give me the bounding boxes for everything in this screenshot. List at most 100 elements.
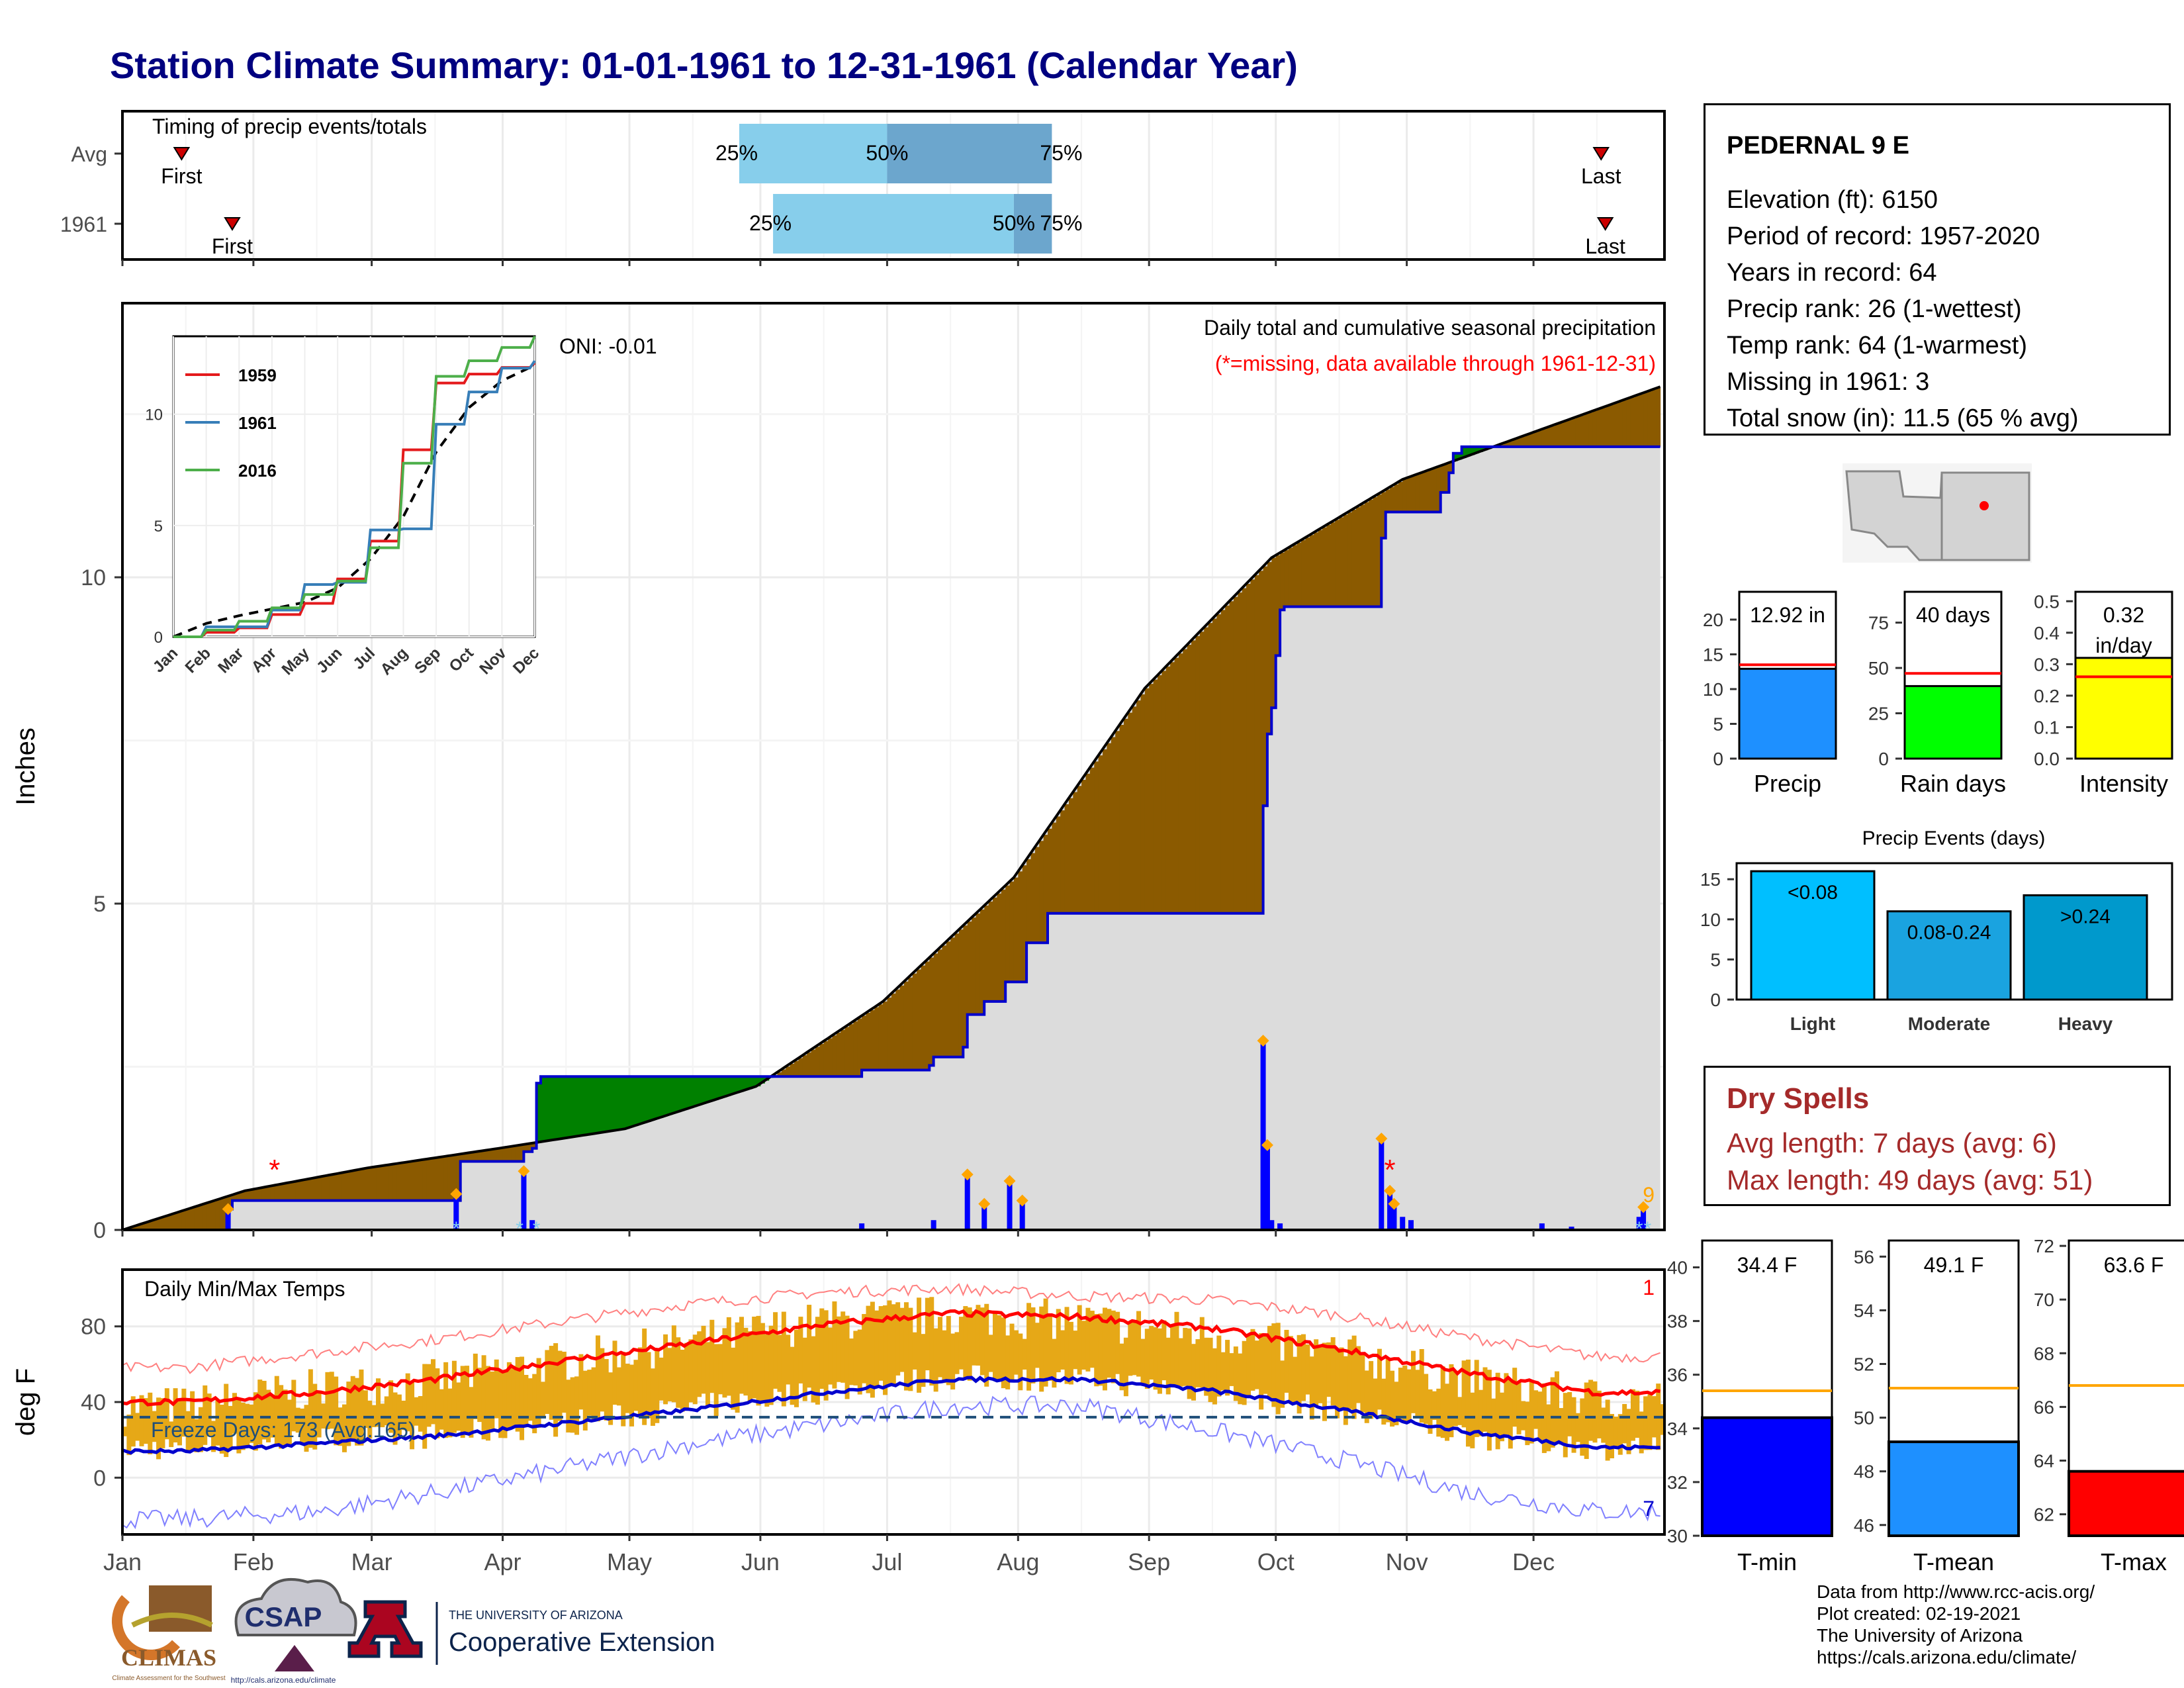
daily-temp-bar [1102, 1307, 1107, 1391]
daily-temp-bar [1626, 1409, 1631, 1454]
precip-deficit-area [790, 1063, 795, 1077]
daily-temp-bar [561, 1351, 567, 1413]
precip-deficit-area [1309, 535, 1314, 607]
precip-surplus-area [557, 1076, 563, 1139]
credits-block: Data from http://www.rcc-acis.org/ Plot … [1817, 1581, 2095, 1668]
daily-temp-bar [1322, 1342, 1327, 1421]
intensity-summary-value: 0.32 [2103, 603, 2144, 627]
precip-deficit-area [1220, 610, 1226, 914]
logos: CLIMAS Climate Assessment for the Southwe… [112, 1577, 715, 1685]
precip-y-axis-label: Inches [11, 727, 40, 806]
climas-sun-icon [112, 1595, 180, 1660]
precip-surplus-area [731, 1076, 736, 1095]
daily-temp-bar [917, 1297, 922, 1393]
precip-deficit-area [819, 1044, 825, 1077]
daily-temp-bar [1288, 1336, 1293, 1403]
daily-precip-marker [1257, 1035, 1269, 1047]
precip-surplus-area [574, 1076, 579, 1137]
daily-temp-bar [1022, 1338, 1027, 1370]
daily-temp-bar [1559, 1408, 1564, 1445]
precip-deficit-area [874, 1007, 880, 1070]
precip-deficit-area [1335, 520, 1340, 607]
daily-temp-bar [1635, 1390, 1640, 1438]
station-elevation: Elevation (ft): 6150 [1727, 186, 1938, 214]
daily-temp-bar [993, 1311, 997, 1380]
daily-temp-bar [148, 1392, 153, 1454]
daily-temp-bar [396, 1394, 402, 1436]
daily-precip-bar [1277, 1223, 1283, 1230]
daily-temp-bar [1639, 1411, 1644, 1454]
daily-temp-bar [903, 1302, 909, 1391]
daily-temp-bar [1580, 1398, 1585, 1456]
timing-first-label: First [161, 164, 202, 188]
missing-marker: * [1385, 1154, 1396, 1186]
precip-deficit-area [477, 1151, 482, 1162]
precip-deficit-area [329, 1175, 334, 1201]
daily-temp-bar [557, 1350, 563, 1421]
precip-deficit-area [1626, 399, 1631, 447]
precip-deficit-area [338, 1173, 343, 1201]
daily-temp-bar [912, 1332, 917, 1370]
daily-temp-bar [1546, 1404, 1551, 1452]
temp-summary-bars: 30 32 34 36 38 40 34.4 F T-min 46 48 50 52 54 56 49.1 … [1667, 1236, 2184, 1575]
precip-deficit-area [1537, 430, 1543, 447]
precip-deficit-area [414, 1160, 419, 1201]
precip-deficit-area [1267, 562, 1272, 734]
precip-deficit-area [912, 973, 917, 1070]
daily-temp-bar [1335, 1349, 1340, 1419]
precip-events-range: <0.08 [1788, 882, 1838, 904]
precip-deficit-area [1263, 566, 1268, 806]
precip-deficit-area [473, 1152, 478, 1162]
daily-temp-bar [756, 1315, 761, 1406]
credit-line: Data from http://www.rcc-acis.org/ [1817, 1581, 2095, 1602]
precip-deficit-area [156, 1219, 161, 1230]
climas-emblem-icon [149, 1585, 212, 1632]
daily-temp-bar [477, 1368, 482, 1423]
daily-temp-bar [1381, 1378, 1387, 1425]
precip-deficit-area [498, 1148, 504, 1162]
precip-deficit-area [988, 901, 993, 1002]
daily-temp-bar [578, 1354, 584, 1410]
daily-temp-bar [938, 1317, 943, 1378]
daily-temp-bar [958, 1317, 964, 1370]
precip-deficit-area [1550, 426, 1555, 447]
rain-days-summary-tick-label: 25 [1868, 704, 1889, 724]
daily-temp-bar [1630, 1389, 1635, 1441]
daily-temp-bar [625, 1364, 630, 1413]
precip-deficit-area [261, 1188, 267, 1201]
daily-precip-marker [1388, 1197, 1400, 1210]
precip-deficit-area [300, 1180, 304, 1201]
precip-deficit-area [376, 1166, 381, 1201]
precip-deficit-area [181, 1211, 187, 1230]
precip-deficit-area [388, 1164, 394, 1201]
daily-temp-bar [456, 1382, 461, 1431]
daily-temp-bar [376, 1378, 381, 1427]
precip-events-bar [2023, 894, 2148, 1001]
daily-temp-bar [1233, 1346, 1238, 1401]
precip-deficit-area [130, 1227, 136, 1230]
daily-temp-bar [1516, 1381, 1522, 1434]
daily-temp-bar [359, 1369, 364, 1446]
precip-deficit-area [1364, 502, 1369, 607]
precip-deficit-area [853, 1021, 858, 1077]
daily-temp-bar [261, 1380, 267, 1440]
precip-surplus-area [637, 1076, 643, 1125]
daily-temp-bar [1136, 1311, 1142, 1377]
month-tick-label: Apr [484, 1548, 522, 1575]
avg-min-line [122, 1376, 1661, 1455]
precip-deficit-area [1639, 394, 1644, 447]
daily-temp-bar [1436, 1388, 1441, 1437]
precip-deficit-area [891, 993, 896, 1070]
precip-deficit-area [502, 1147, 508, 1162]
daily-temp-bar [1246, 1334, 1251, 1396]
daily-temp-bar [350, 1376, 355, 1439]
daily-temp-bar [257, 1380, 263, 1444]
daily-temp-bar [811, 1336, 816, 1403]
daily-temp-bar [1339, 1347, 1344, 1410]
precip-deficit-area [1529, 434, 1534, 447]
daily-temp-bar [1009, 1323, 1015, 1383]
precip-deficit-area [384, 1165, 389, 1201]
precip-y-tick-label: 0 [93, 1218, 106, 1243]
precip-surplus-area [625, 1076, 630, 1129]
precip-deficit-area [190, 1208, 195, 1230]
